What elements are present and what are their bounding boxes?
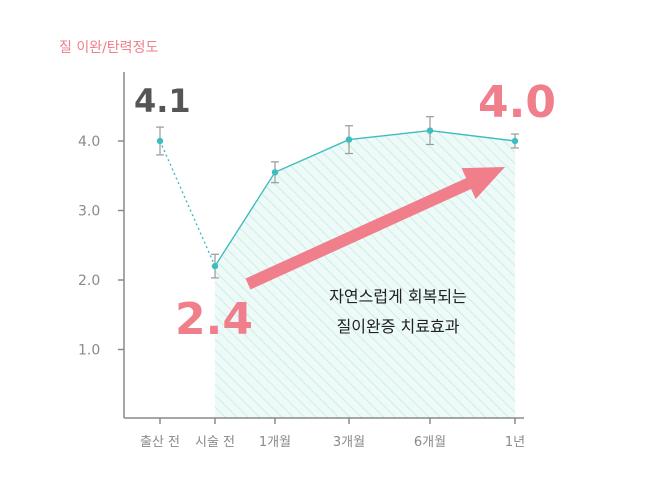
y-tick-label: 1.0 (78, 343, 100, 359)
data-point (426, 127, 434, 134)
data-point (156, 137, 164, 145)
callout-last-value: 4.0 (478, 77, 556, 128)
y-tick-label: 4.0 (78, 134, 100, 150)
data-point (271, 169, 279, 176)
callout-first-value: 4.1 (134, 82, 191, 120)
trend-arrow (245, 167, 505, 290)
callout-low-value: 2.4 (175, 294, 253, 345)
message-line-1: 자연스럽게 회복되는 (329, 287, 467, 306)
x-tick-label: 1년 (505, 435, 525, 450)
x-tick-label: 시술 전 (195, 435, 235, 450)
x-tick-label: 출산 전 (140, 435, 180, 450)
y-tick-label: 3.0 (78, 204, 100, 220)
x-tick-label: 3개월 (333, 435, 365, 450)
x-tick-label: 1개월 (259, 435, 291, 450)
message-line-2: 질이완증 치료효과 (337, 317, 460, 336)
y-tick-label: 2.0 (78, 273, 100, 289)
series-dotted-segment (159, 140, 216, 267)
data-point (211, 262, 219, 270)
data-point (345, 136, 353, 143)
y-axis-label: 질 이완/탄력정도 (59, 40, 158, 56)
data-point (511, 137, 519, 145)
x-tick-label: 6개월 (414, 435, 446, 450)
